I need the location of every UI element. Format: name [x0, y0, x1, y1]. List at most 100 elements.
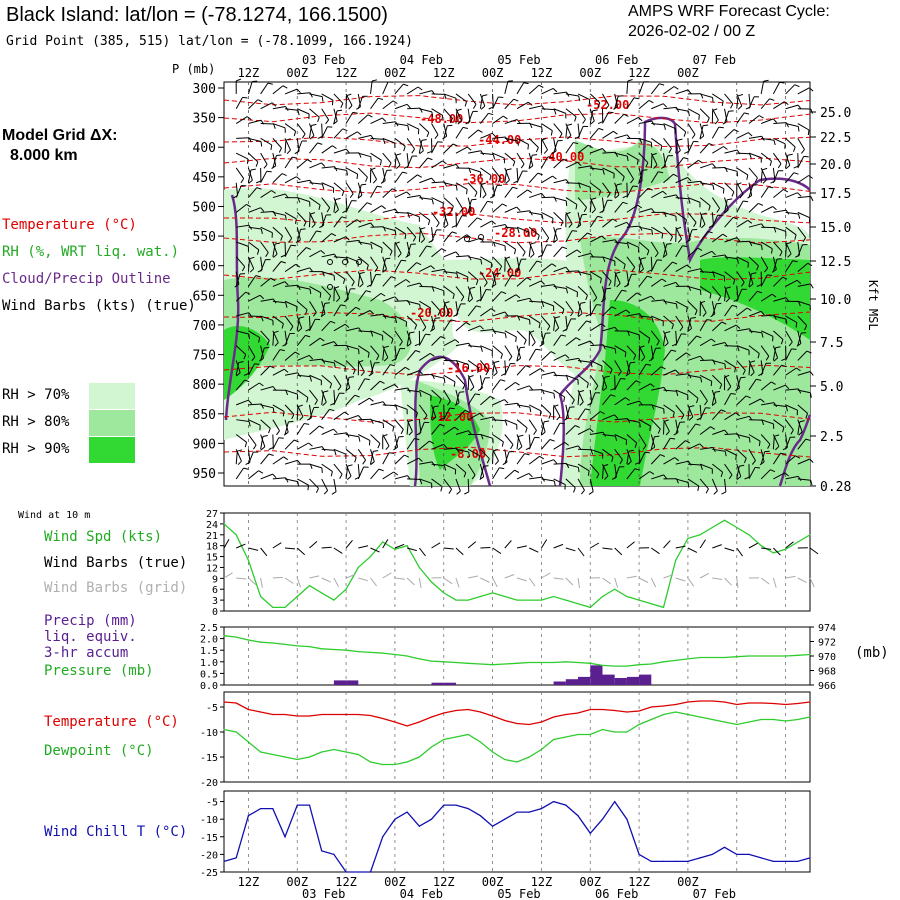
- wind-barb-flag: [697, 247, 703, 251]
- wind-barb-flag: [340, 304, 346, 307]
- wind-barb: [541, 351, 552, 361]
- wind-barb-flag: [402, 171, 408, 174]
- wind-barb-flag: [480, 346, 483, 352]
- wind-barb: [663, 315, 674, 325]
- wind-barb-flag: [282, 343, 288, 347]
- wind-barb-flag: [600, 278, 602, 284]
- wind-barb-flag: [468, 255, 472, 261]
- wind-barb-flag: [634, 468, 640, 471]
- wind-barb-flag: [297, 372, 301, 378]
- wind-barb: [748, 167, 758, 179]
- wind-barb: [394, 259, 402, 272]
- wind-barb-flag: [383, 139, 386, 145]
- wind-barb: [626, 80, 629, 94]
- wind-barb-flag: [439, 423, 445, 427]
- wind-barb: [748, 362, 751, 376]
- wind-barb-flag: [716, 208, 721, 213]
- wind-barb-flag: [283, 431, 289, 436]
- windchill-panel-frame: [223, 790, 811, 873]
- rh-shading: [590, 300, 665, 486]
- wind-barb: [724, 149, 738, 154]
- wind-barb-flag: [422, 326, 427, 332]
- top-hour-label: 12Z: [433, 66, 455, 80]
- pressure-line-point: [455, 661, 457, 664]
- wind-barb: [577, 340, 591, 347]
- wind-barb: [235, 204, 247, 213]
- bottom-date-label: 06 Feb: [595, 887, 638, 900]
- wind-barb-flag: [249, 268, 255, 273]
- wind-barb-flag: [540, 431, 546, 436]
- wind-barb: [357, 273, 361, 287]
- wind-barb: [797, 404, 808, 414]
- wind-barb-flag: [630, 361, 636, 364]
- wind-barb-flag: [535, 147, 539, 153]
- legend-wind-barbs-true: Wind Barbs (true): [44, 555, 188, 571]
- wind-barb: [260, 453, 270, 465]
- wind-barb-flag: [616, 183, 622, 186]
- wind-barb: [651, 315, 664, 322]
- wind-barb: [528, 437, 535, 450]
- wind-barb-flag: [611, 306, 617, 310]
- wind-barb-flag: [635, 380, 641, 384]
- wind-barb: [675, 389, 688, 396]
- wind-barb: [602, 394, 611, 406]
- top-hour-label: 00Z: [677, 66, 699, 80]
- wind-barb-flag: [743, 458, 747, 463]
- wind-barb-flag: [771, 381, 776, 385]
- height-tick-label: 25.0: [820, 106, 851, 121]
- wind-barb: [321, 463, 333, 472]
- pressure-line-point: [382, 652, 384, 654]
- wind-barb: [601, 465, 604, 479]
- wind-barb: [602, 448, 614, 458]
- wind-barb: [492, 360, 498, 373]
- wind-barb-flag: [705, 488, 709, 494]
- surface-wind-barb-grid: [785, 575, 796, 579]
- wind-barb-flag: [443, 444, 448, 449]
- wind-barb: [614, 434, 627, 441]
- wind-barb: [235, 434, 247, 443]
- wind-barb-flag: [297, 110, 300, 116]
- wind-barb-flag: [529, 407, 532, 413]
- wind-speed-line-point: [369, 556, 372, 558]
- wind-chill-line-point: [296, 804, 298, 806]
- temperature-line-point: [272, 713, 274, 716]
- wind-barb: [235, 271, 240, 285]
- surface-wind-barb-true: [626, 541, 635, 549]
- wind-barb: [577, 286, 588, 296]
- wind-barb-flag: [331, 100, 334, 106]
- wind-barb: [309, 374, 322, 381]
- wind-barb-flag: [619, 459, 623, 465]
- wind-barb: [419, 440, 430, 450]
- wind-barb-flag: [627, 418, 631, 424]
- wind-barb-flag: [610, 387, 616, 391]
- wind-barb: [467, 129, 479, 139]
- model-grid-value: 8.000 km: [10, 147, 78, 164]
- wind-barb: [382, 383, 395, 391]
- wind-barb-flag: [540, 280, 545, 285]
- surface-wind-barb-grid: [772, 577, 777, 588]
- wind-barb: [687, 212, 697, 223]
- wind-barb-flag: [773, 140, 776, 146]
- wind-barb: [370, 186, 378, 198]
- wind-barb-flag: [539, 455, 545, 460]
- wind-barb-flag: [504, 333, 507, 339]
- wind-barb: [528, 260, 538, 272]
- wind-barb: [480, 416, 494, 421]
- surface-wind-barb-grid: [248, 577, 257, 586]
- wind-barb-flag: [354, 457, 357, 463]
- wind-barb-flag: [736, 237, 741, 242]
- wind-barb: [650, 154, 653, 168]
- top-hour-label: 12Z: [531, 66, 553, 80]
- wind-speed-line-point: [296, 595, 298, 598]
- wind-barb: [687, 197, 701, 203]
- wind-barb-flag: [394, 241, 400, 245]
- dewpoint-line-point: [711, 718, 713, 721]
- wind-barb: [638, 383, 651, 391]
- wind-chill-line-point: [394, 818, 396, 820]
- wind-barb: [516, 226, 530, 233]
- wind-barb-flag: [744, 476, 750, 480]
- wind-barb: [528, 137, 539, 148]
- wind-barb-flag: [663, 387, 668, 392]
- wind-barb-flag: [720, 409, 726, 413]
- wind-barb: [516, 365, 527, 376]
